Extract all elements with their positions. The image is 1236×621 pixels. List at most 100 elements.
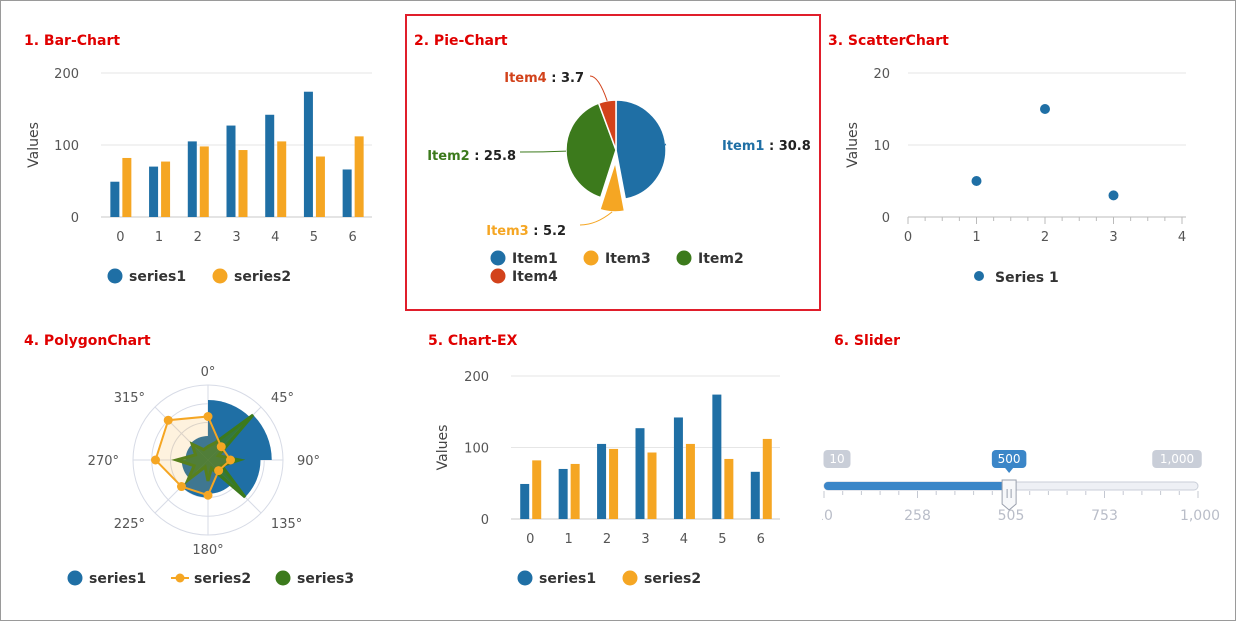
- bar-chart: 0 100 200 0 1 2 3 4 5 6 Values series1 series2: [26, 67, 372, 285]
- slider-max-label-bg: [1152, 450, 1202, 468]
- legend-series3-legend-label: series3: [297, 571, 354, 587]
- polygon-chart-title: 4. PolygonChart: [24, 333, 151, 349]
- x-tick-label: 2: [194, 230, 202, 245]
- legend-item1-legend-marker: [490, 250, 506, 266]
- x-tick-label: 2: [1041, 230, 1049, 245]
- pie-label-item4: Item4 : 3.7: [504, 71, 584, 86]
- y-tick-label: 0: [71, 211, 79, 226]
- angle-label: 225°: [114, 517, 145, 532]
- x-tick-label: 3: [1109, 230, 1117, 245]
- x-tick-label: 0: [526, 532, 534, 547]
- series2-point: [163, 415, 173, 425]
- pie-chart-title: 2. Pie-Chart: [414, 33, 508, 49]
- pie-leader-item2: [519, 150, 567, 153]
- slider-min-label-text: 10: [829, 452, 844, 466]
- bar-series2-0: [122, 157, 132, 217]
- scatter-point: [1040, 104, 1050, 114]
- slider-widget[interactable]: 10 258 505 753 1,000 10 1,000 500: [815, 450, 1220, 530]
- angle-label: 180°: [192, 543, 223, 558]
- x-tick-label: 2: [603, 532, 611, 547]
- legend-series-1-label: Series 1: [995, 270, 1059, 286]
- y-tick-label: 0: [481, 513, 489, 528]
- bar-series2-2: [609, 448, 619, 519]
- chart-ex-chart: 0 100 200 0 1 2 3 4 5 6 Values series1 series2: [435, 370, 780, 587]
- angle-label: 90°: [297, 454, 320, 469]
- x-tick-label: 3: [641, 532, 649, 547]
- x-tick-label: 6: [349, 230, 357, 245]
- y-tick-label: 0: [882, 211, 890, 226]
- slider-handle[interactable]: [1001, 479, 1017, 511]
- x-tick-label: 1: [155, 230, 163, 245]
- legend-item2-legend-marker: [676, 250, 692, 266]
- x-tick-label: 4: [1178, 230, 1186, 245]
- bar-series1-2: [187, 141, 197, 217]
- pie-leader-item4: [589, 75, 608, 101]
- slider-min-label-bg: [823, 450, 851, 468]
- x-tick-label: 1: [565, 532, 573, 547]
- slider-fill[interactable]: [824, 482, 1010, 490]
- scatter-point: [971, 176, 982, 186]
- slider-scale-label: 753: [1091, 508, 1118, 524]
- pie-slice-item4: [597, 99, 617, 151]
- selected-panel-highlight: [405, 14, 821, 311]
- pie-label-item2: Item2 : 25.8: [427, 149, 516, 164]
- scatter-point: [1108, 190, 1119, 201]
- bar-series2-2: [199, 146, 209, 217]
- legend-item4-legend-label: Item4: [512, 269, 558, 285]
- y-axis-label: Values: [26, 122, 42, 168]
- legend-series2-legend-marker: [175, 573, 185, 583]
- legend-series1-legend-label: series1: [129, 269, 186, 285]
- legend-series1-legend-label: series1: [539, 571, 596, 587]
- angle-label: 45°: [271, 391, 294, 406]
- bar-series2-0: [532, 460, 542, 519]
- slider-title: 6. Slider: [834, 333, 901, 349]
- slider-scale-label: 10: [822, 508, 833, 524]
- y-tick-label: 10: [873, 139, 890, 154]
- series2-point: [151, 455, 160, 465]
- pie-label-item3: Item3 : 5.2: [486, 224, 566, 239]
- x-tick-label: 1: [972, 230, 980, 245]
- y-axis-label: Values: [845, 122, 861, 168]
- x-tick-label: 6: [757, 532, 765, 547]
- scatter-chart-title: 3. ScatterChart: [828, 33, 949, 49]
- slider-scale-label: 505: [998, 508, 1025, 524]
- bar-series1-4: [673, 417, 683, 519]
- slider-value-label-text: 500: [998, 452, 1021, 466]
- slider-graphic[interactable]: 10 258 505 753 1,000 10 1,000 500: [815, 450, 1222, 530]
- legend-series2-legend-label: series2: [194, 571, 251, 587]
- legend-item3-legend-marker: [583, 250, 599, 266]
- pie-leader-item3: [579, 211, 613, 226]
- pie-label-item1: Item1 : 30.8: [722, 139, 811, 154]
- y-tick-label: 20: [873, 67, 890, 82]
- bar-series2-1: [161, 161, 171, 217]
- legend-series2-legend-marker: [622, 570, 638, 586]
- bar-series1-0: [110, 181, 120, 217]
- scatter-chart: 0 10 20 0 1 2 3 4 Values Series 1: [845, 67, 1186, 286]
- bar-series1-6: [342, 169, 352, 217]
- legend-series2-legend-label: series2: [234, 269, 291, 285]
- legend-series3-legend-marker: [275, 570, 291, 586]
- legend-item4-legend-marker: [490, 268, 506, 284]
- legend-series2-legend-marker: [212, 268, 228, 284]
- bar-series1-3: [635, 428, 645, 519]
- series2-point: [203, 490, 213, 500]
- x-tick-label: 4: [680, 532, 688, 547]
- bar-series1-3: [226, 125, 236, 217]
- bar-series1-2: [597, 443, 607, 519]
- series2-point: [176, 482, 186, 492]
- chart-ex-title: 5. Chart-EX: [428, 333, 518, 349]
- bar-series1-5: [303, 91, 313, 217]
- slider-value-label-bg: [991, 450, 1027, 468]
- angle-label: 315°: [114, 391, 145, 406]
- bar-series2-5: [724, 458, 734, 519]
- slider-max-label-text: 1,000: [1160, 452, 1194, 466]
- legend-series2-legend-label: series2: [644, 571, 701, 587]
- series2-point: [216, 442, 226, 452]
- x-tick-label: 0: [904, 230, 912, 245]
- angle-label: 0°: [201, 365, 216, 380]
- bar-series1-1: [558, 468, 568, 519]
- pie-slice-item3: [598, 161, 626, 213]
- angle-label: 270°: [88, 454, 119, 469]
- bar-series1-4: [265, 114, 275, 217]
- x-tick-label: 0: [116, 230, 124, 245]
